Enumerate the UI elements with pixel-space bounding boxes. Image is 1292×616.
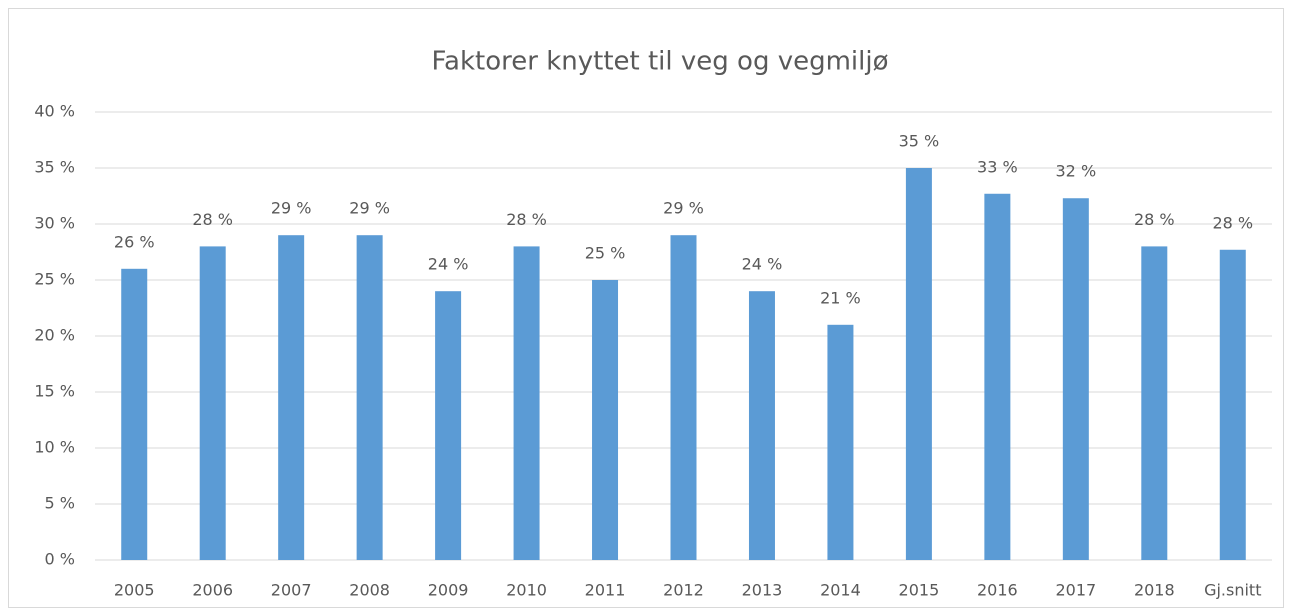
bar (1219, 249, 1246, 560)
x-tick-label: 2009 (428, 581, 469, 600)
bar (278, 235, 305, 560)
value-label: 28 % (1134, 210, 1175, 229)
bar (670, 235, 697, 560)
value-label: 33 % (977, 157, 1018, 176)
bar (356, 235, 383, 560)
y-tick-label: 0 % (45, 550, 75, 569)
x-tick-label: 2017 (1055, 581, 1096, 600)
y-tick-label: 10 % (34, 438, 75, 457)
x-tick-label: 2015 (899, 581, 940, 600)
x-tick-label: 2007 (271, 581, 312, 600)
x-tick-label: Gj.snitt (1204, 581, 1261, 600)
value-label: 25 % (585, 244, 626, 263)
bar (905, 168, 932, 560)
y-tick-label: 15 % (34, 382, 75, 401)
value-label: 21 % (820, 288, 861, 307)
value-label: 29 % (271, 199, 312, 218)
value-label: 28 % (506, 210, 547, 229)
x-tick-label: 2006 (192, 581, 233, 600)
x-tick-label: 2010 (506, 581, 547, 600)
chart-title: Faktorer knyttet til veg og vegmiljø (431, 47, 888, 77)
value-label: 24 % (428, 255, 469, 274)
bar (748, 291, 775, 560)
x-tick-label: 2014 (820, 581, 861, 600)
bar (592, 280, 619, 560)
x-tick-label: 2013 (742, 581, 783, 600)
x-tick-label: 2016 (977, 581, 1018, 600)
value-label: 28 % (192, 210, 233, 229)
x-tick-label: 2008 (349, 581, 390, 600)
value-label: 35 % (899, 132, 940, 151)
value-label: 26 % (114, 232, 155, 251)
y-tick-label: 25 % (34, 270, 75, 289)
value-label: 29 % (663, 199, 704, 218)
x-tick-label: 2012 (663, 581, 704, 600)
bar (827, 324, 854, 560)
x-tick-label: 2011 (585, 581, 626, 600)
bar (435, 291, 462, 560)
bar (513, 246, 540, 560)
bar (121, 268, 148, 560)
bar (199, 246, 226, 560)
bar (1062, 198, 1089, 561)
y-tick-label: 35 % (34, 158, 75, 177)
y-tick-label: 40 % (34, 102, 75, 121)
bar (984, 193, 1011, 560)
bar (1141, 246, 1168, 560)
y-tick-label: 30 % (34, 214, 75, 233)
y-tick-label: 5 % (45, 494, 75, 513)
x-tick-label: 2005 (114, 581, 155, 600)
x-tick-label: 2018 (1134, 581, 1175, 600)
value-label: 29 % (349, 199, 390, 218)
value-label: 24 % (742, 255, 783, 274)
value-label: 28 % (1212, 213, 1253, 232)
y-tick-label: 20 % (34, 326, 75, 345)
value-label: 32 % (1056, 162, 1097, 181)
